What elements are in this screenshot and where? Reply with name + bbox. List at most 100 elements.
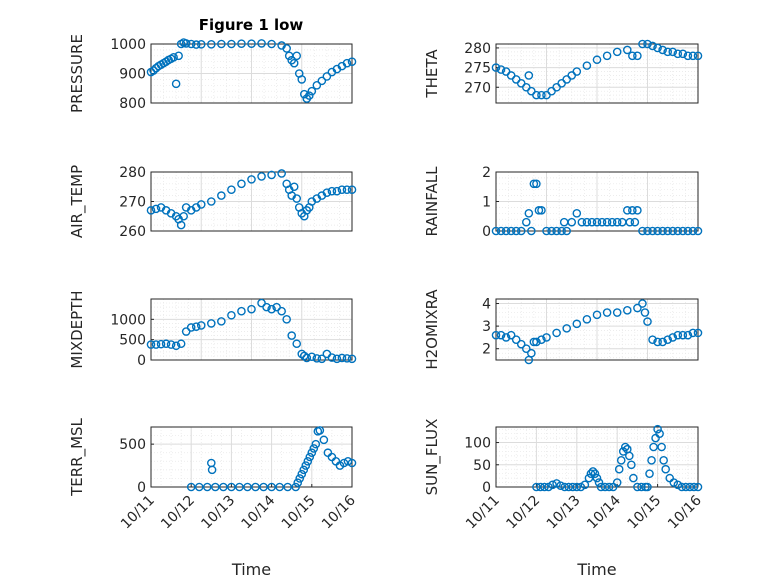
y-axis-label: THETA (423, 49, 441, 99)
subplot-air-temp: 260 270 280 AIR_TEMP (68, 165, 357, 240)
data-point (342, 185, 352, 194)
data-point (293, 478, 303, 488)
y-tick-label: 4 (482, 297, 491, 313)
data-point (282, 315, 291, 324)
data-point (630, 217, 640, 227)
data-point (567, 217, 577, 227)
data-point (146, 340, 156, 349)
data-point (206, 197, 216, 206)
data-point (277, 169, 286, 178)
data-point (527, 348, 536, 358)
data-point (568, 482, 578, 492)
data-point (257, 298, 266, 308)
data-point (303, 456, 313, 466)
data-point (633, 303, 642, 313)
y-tick-label: 800 (119, 96, 146, 112)
data-point (693, 51, 703, 61)
data-point (592, 55, 602, 65)
data-point (181, 39, 191, 48)
data-point (302, 353, 312, 363)
data-point (319, 435, 329, 445)
data-point (315, 426, 325, 435)
data-point (207, 465, 217, 475)
data-point (588, 467, 598, 476)
data-point (181, 327, 191, 336)
data-point (272, 302, 281, 312)
data-point (649, 442, 658, 452)
data-point (292, 51, 302, 61)
y-tick-label: 280 (464, 41, 491, 57)
data-point (194, 482, 204, 492)
data-point (620, 442, 630, 452)
data-point (685, 482, 695, 492)
data-point (496, 330, 506, 340)
y-tick-label: 2 (482, 342, 491, 358)
y-tick-label: 270 (119, 195, 146, 211)
data-point (282, 44, 291, 53)
data-point (522, 344, 531, 354)
data-point (688, 328, 698, 338)
data-point (257, 172, 266, 181)
data-point (556, 481, 565, 490)
data-point (582, 217, 592, 227)
y-axis-label: SUN_FLUX (423, 419, 442, 496)
data-point (584, 473, 594, 483)
data-point (587, 217, 597, 227)
data-point (592, 473, 602, 483)
data-point (227, 310, 236, 320)
data-point (305, 452, 315, 462)
data-point (496, 65, 506, 74)
data-point (640, 308, 650, 317)
data-point (534, 206, 544, 215)
data-point (186, 323, 196, 332)
data-point (693, 328, 703, 338)
data-point (600, 482, 610, 492)
data-point (317, 76, 327, 86)
y-axis-label: PRESSURE (68, 34, 86, 113)
data-point (607, 217, 617, 227)
data-point (237, 179, 246, 189)
data-point (174, 51, 183, 61)
data-point (643, 317, 652, 326)
data-point (668, 47, 678, 57)
data-point (347, 185, 357, 194)
x-axis-label: Time (576, 560, 616, 579)
data-point (267, 39, 276, 49)
data-point (171, 341, 181, 351)
data-point (688, 226, 698, 236)
data-point (678, 49, 688, 59)
data-point (289, 58, 299, 68)
data-point (572, 67, 582, 76)
data-point (602, 308, 612, 317)
data-point (287, 331, 297, 340)
data-point (235, 482, 244, 492)
figure-title: Figure 1 low (199, 16, 304, 34)
data-point (663, 47, 673, 57)
data-point (653, 43, 662, 53)
data-point (580, 480, 590, 490)
data-point (206, 319, 216, 328)
data-point (243, 482, 252, 492)
data-point (149, 66, 158, 75)
data-point (176, 220, 186, 230)
data-point (658, 45, 667, 55)
data-point (339, 458, 349, 468)
data-point (633, 51, 642, 61)
data-point (337, 185, 347, 194)
y-axis-label: TERR_MSL (68, 417, 87, 496)
data-point (191, 322, 201, 331)
data-point (343, 456, 353, 466)
y-axis-label: AIR_TEMP (68, 165, 87, 238)
data-point (633, 206, 642, 215)
data-point (166, 340, 176, 349)
data-point (648, 41, 657, 51)
y-tick-label: 900 (119, 67, 146, 83)
data-point (259, 482, 268, 492)
data-point (196, 200, 206, 209)
y-tick-label: 0 (137, 480, 146, 496)
y-tick-label: 275 (464, 61, 491, 77)
data-point (668, 333, 678, 342)
data-point (552, 328, 561, 338)
y-tick-label: 0 (482, 224, 491, 240)
data-point (496, 226, 506, 236)
